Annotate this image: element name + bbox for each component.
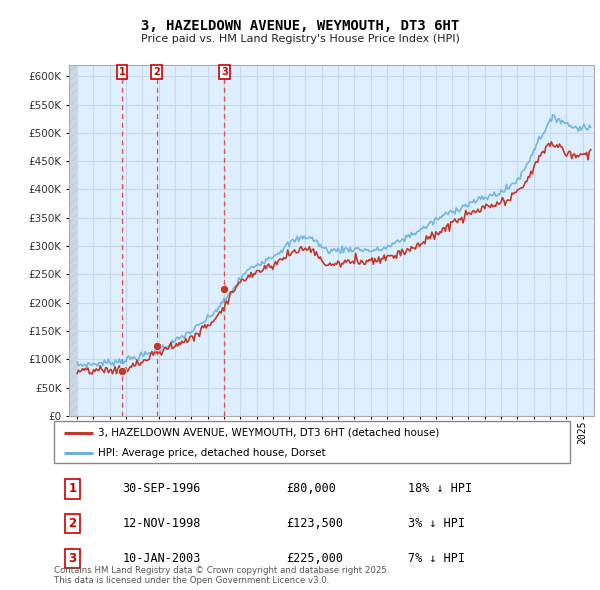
Text: Contains HM Land Registry data © Crown copyright and database right 2025.
This d: Contains HM Land Registry data © Crown c… — [54, 566, 389, 585]
Text: 10-JAN-2003: 10-JAN-2003 — [122, 552, 201, 565]
Text: 3, HAZELDOWN AVENUE, WEYMOUTH, DT3 6HT (detached house): 3, HAZELDOWN AVENUE, WEYMOUTH, DT3 6HT (… — [98, 428, 439, 438]
Text: 1: 1 — [119, 67, 125, 77]
Text: 1: 1 — [68, 482, 77, 495]
Text: 2: 2 — [153, 67, 160, 77]
Text: 3% ↓ HPI: 3% ↓ HPI — [408, 517, 465, 530]
Text: £80,000: £80,000 — [286, 482, 336, 495]
Text: 3, HAZELDOWN AVENUE, WEYMOUTH, DT3 6HT: 3, HAZELDOWN AVENUE, WEYMOUTH, DT3 6HT — [141, 19, 459, 33]
Text: Price paid vs. HM Land Registry's House Price Index (HPI): Price paid vs. HM Land Registry's House … — [140, 34, 460, 44]
Text: 3: 3 — [221, 67, 228, 77]
Text: HPI: Average price, detached house, Dorset: HPI: Average price, detached house, Dors… — [98, 448, 325, 457]
Text: 2: 2 — [68, 517, 77, 530]
Text: 18% ↓ HPI: 18% ↓ HPI — [408, 482, 472, 495]
Text: £225,000: £225,000 — [286, 552, 343, 565]
Text: 30-SEP-1996: 30-SEP-1996 — [122, 482, 201, 495]
Text: 7% ↓ HPI: 7% ↓ HPI — [408, 552, 465, 565]
Text: 3: 3 — [68, 552, 77, 565]
Text: 12-NOV-1998: 12-NOV-1998 — [122, 517, 201, 530]
Text: £123,500: £123,500 — [286, 517, 343, 530]
